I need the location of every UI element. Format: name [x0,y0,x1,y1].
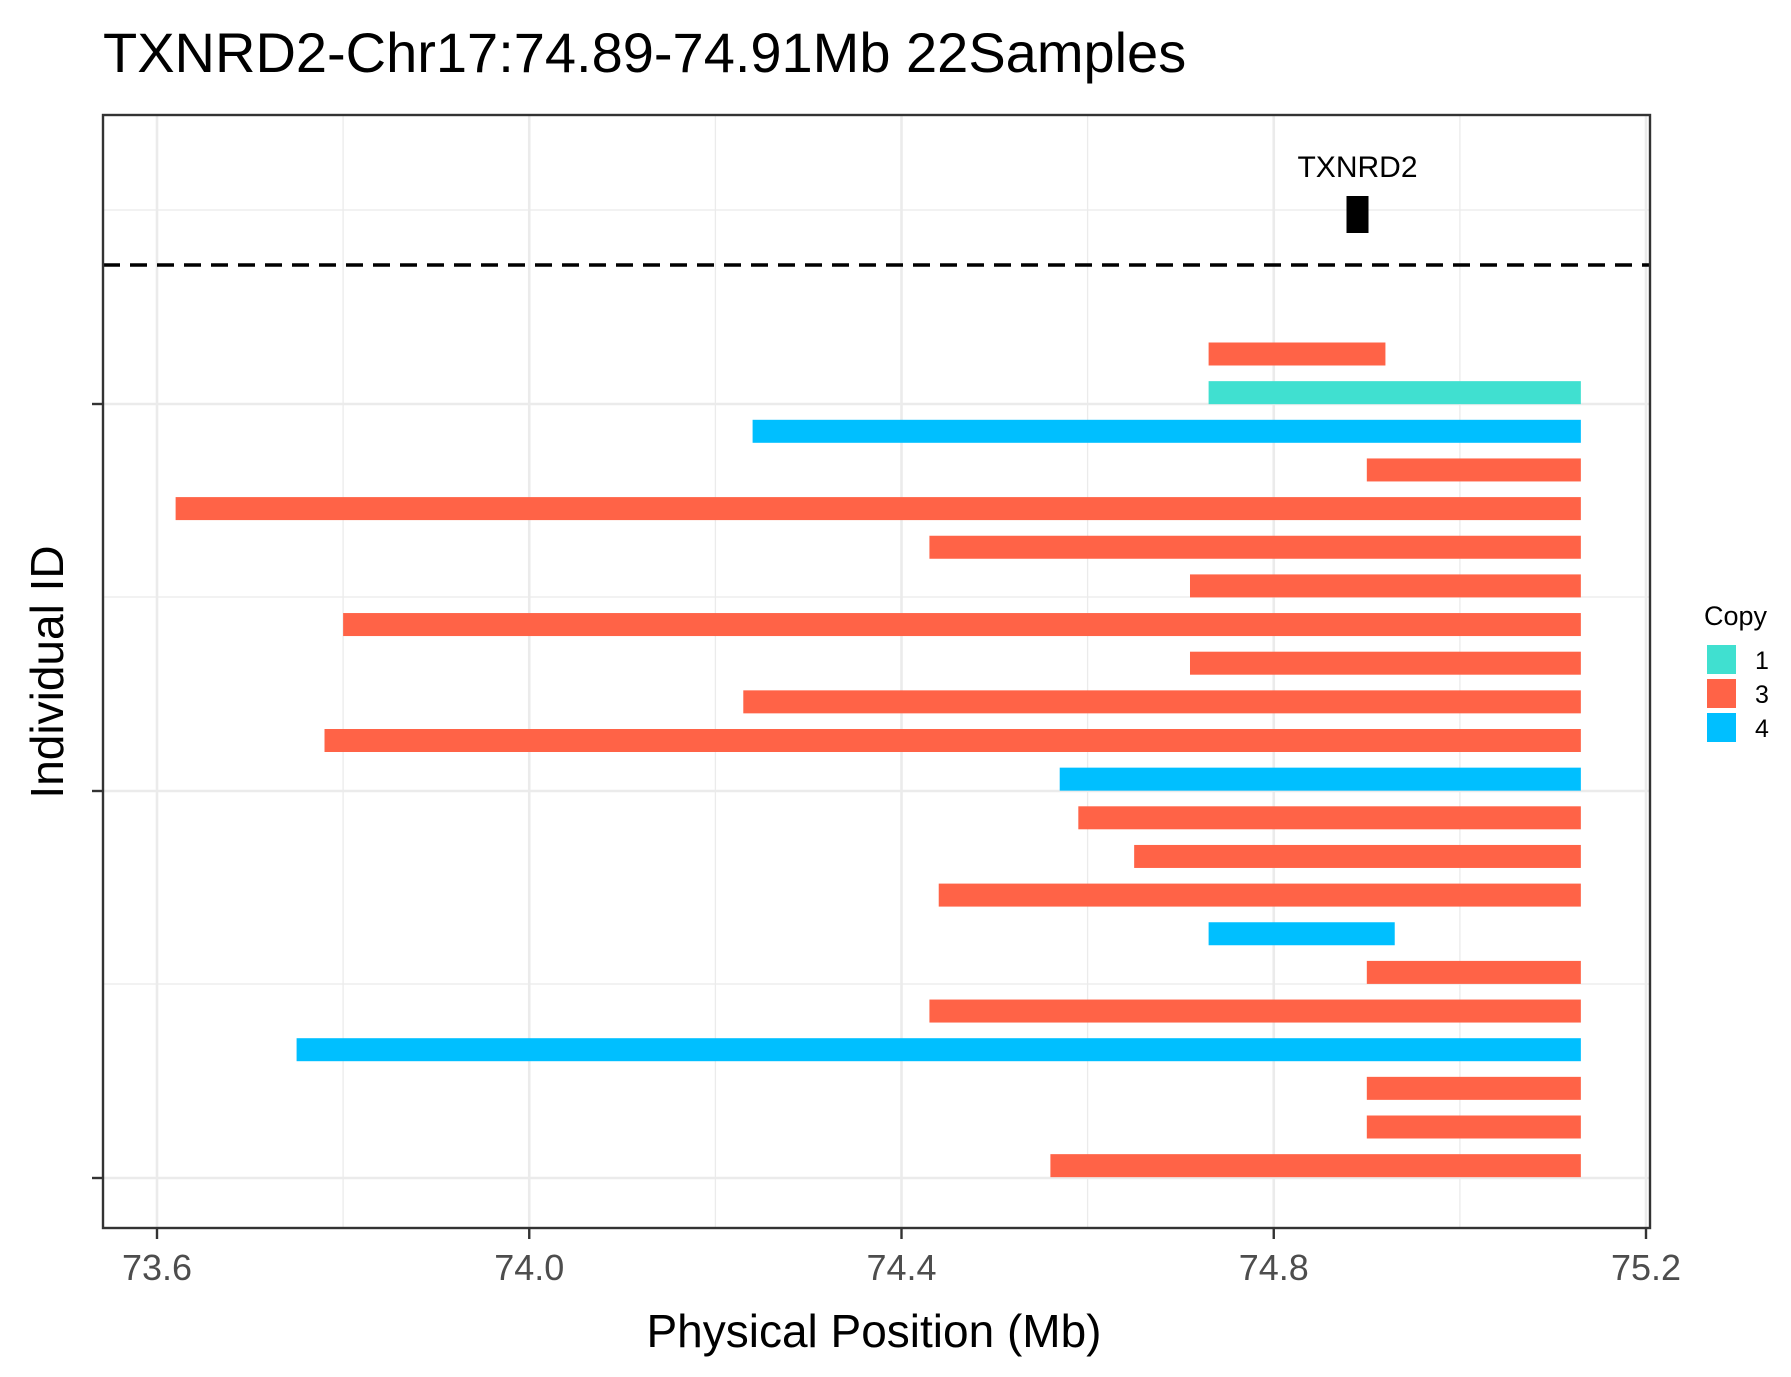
cnv-segment-bar [929,999,1581,1023]
cnv-segment-bar [1366,458,1581,482]
cnv-segment-bar [324,729,1581,752]
plot-panel: TXNRD2 73.6 74.0 74.4 74.8 75.2 [92,113,1681,1288]
x-tick-label: 74.4 [866,1247,936,1288]
x-tick-label: 73.6 [122,1247,192,1288]
legend-key-label: 3 [1755,681,1769,709]
cnv-segment-bar [752,419,1581,443]
cnv-segment-bar [929,535,1581,559]
y-axis-title: Individual ID [21,545,73,798]
cnv-segment-bar [1366,960,1581,984]
cnv-segment-bar [1189,651,1581,675]
legend: Copy 1 3 4 [1704,601,1769,743]
plot-border [101,113,1652,1230]
legend-key-label: 4 [1755,715,1769,743]
cnv-segment-bar [1050,1154,1581,1178]
cnv-segment-bar [343,613,1581,637]
cnv-segment-bar [1059,767,1581,791]
cnv-segment-bar [1208,381,1581,405]
gene-label: TXNRD2 [1297,151,1417,184]
cnv-segment-bar [743,690,1581,714]
x-axis-title: Physical Position (Mb) [646,1305,1101,1357]
cnv-segment-bar [1189,574,1581,598]
cnv-segment-bar [1208,922,1395,946]
cnv-segment-bar [1366,1115,1581,1139]
legend-key-label: 1 [1755,647,1769,675]
cnv-segment-bar [1078,806,1581,830]
cnv-segment-bar [1134,844,1581,868]
cnv-segment-bar [296,1038,1581,1062]
cnv-segment-bar [175,497,1581,521]
x-tick-label: 74.0 [494,1247,564,1288]
legend-title: Copy [1704,601,1768,631]
cnv-segment-bar [1208,342,1386,366]
cnv-segment-bar [938,883,1581,907]
legend-key-swatch [1707,713,1736,742]
legend-key-swatch [1707,679,1736,708]
x-tick-label: 74.8 [1239,1247,1309,1288]
x-tick-label: 75.2 [1611,1247,1681,1288]
legend-key-swatch [1707,645,1736,674]
gene-marker [1346,196,1369,233]
cnv-segment-bar [1366,1076,1581,1100]
chart-title: TXNRD2-Chr17:74.89-74.91Mb 22Samples [103,21,1186,84]
